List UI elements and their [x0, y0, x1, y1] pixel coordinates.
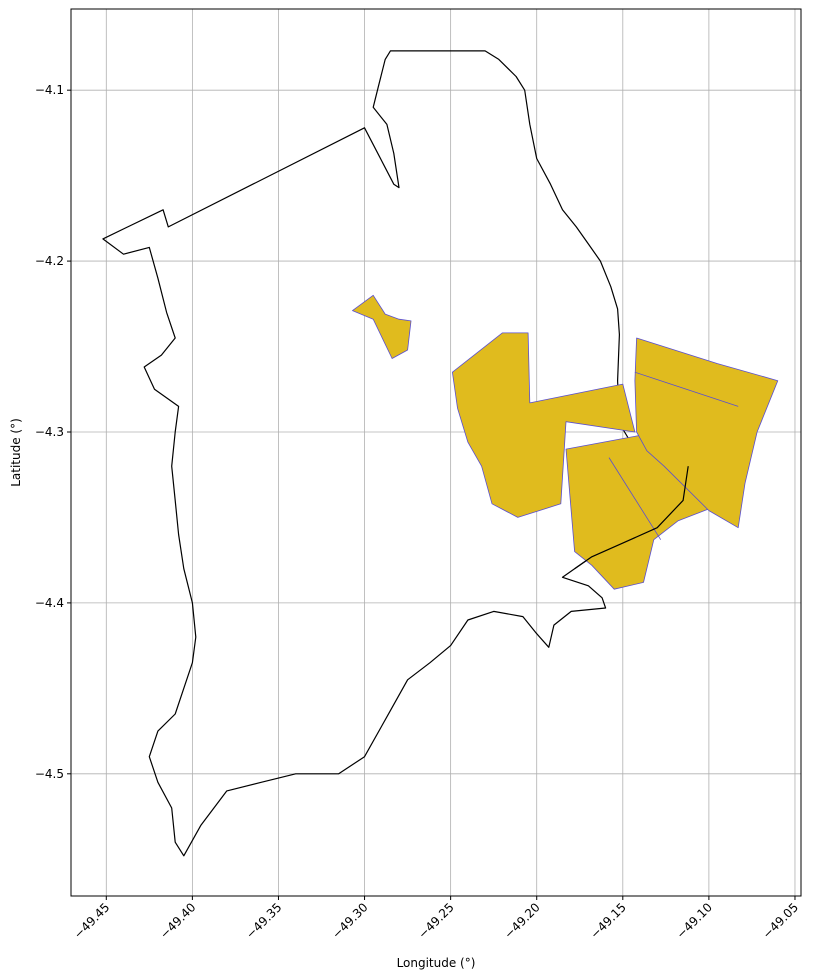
highlight-west — [451, 332, 636, 518]
y-tick-label: −4.5 — [35, 767, 64, 781]
x-axis-label: Longitude (°) — [397, 956, 476, 970]
x-tick-label: −49.25 — [415, 900, 456, 941]
x-tick-label: −49.20 — [502, 900, 543, 941]
river — [574, 466, 689, 570]
x-tick-label: −49.35 — [243, 900, 284, 941]
map-features — [102, 50, 779, 857]
x-tick-label: −49.15 — [588, 900, 629, 941]
highlight-small — [352, 294, 412, 359]
x-tick-label: −49.10 — [674, 900, 715, 941]
y-tick-label: −4.2 — [35, 254, 64, 268]
plot-frame — [70, 8, 802, 897]
boundary — [102, 50, 689, 857]
y-tick-label: −4.4 — [35, 596, 64, 610]
x-tick-label: −49.45 — [71, 900, 112, 941]
x-tick-label: −49.40 — [157, 900, 198, 941]
highlight-east — [634, 337, 779, 529]
internal-boundary-east — [634, 371, 739, 407]
x-tick-label: −49.05 — [760, 900, 801, 941]
y-tick-label: −4.1 — [35, 83, 64, 97]
y-axis-label: Latitude (°) — [9, 418, 23, 487]
internal-boundary-south — [608, 457, 662, 540]
x-tick-label: −49.30 — [329, 900, 370, 941]
y-tick-label: −4.3 — [35, 425, 64, 439]
